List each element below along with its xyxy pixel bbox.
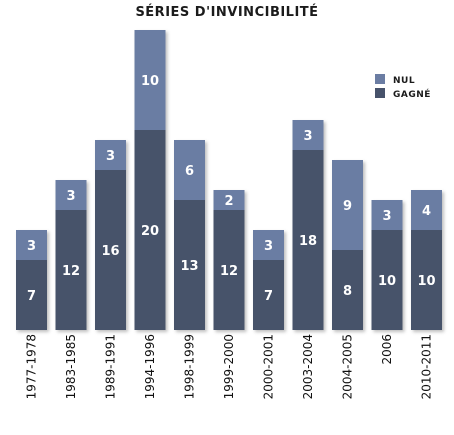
- bar-gagne-2004-2005: [332, 250, 363, 330]
- value-label-gagne-1983-1985: 12: [62, 264, 80, 279]
- bar-gagne-1977-1978: [16, 260, 47, 330]
- bar-nul-1977-1978: [16, 230, 47, 260]
- bar-stack-1999-2000: [213, 190, 245, 330]
- bar-stack-1977-1978: [16, 230, 47, 330]
- value-label-gagne-2010-2011: 10: [417, 274, 435, 289]
- value-label-nul-2003-2004: 3: [303, 129, 312, 144]
- x-tick-labels: 1977-1978 1983-1985 1989-1991 1994-1996 1998…: [25, 334, 434, 399]
- bar-gagne-2003-2004: [292, 150, 324, 330]
- x-tick-1998-1999: 1998-1999: [183, 334, 197, 399]
- bar-stack-1998-1999: [174, 140, 205, 330]
- bar-nul-1983-1985: [55, 180, 87, 210]
- value-label-gagne-1989-1991: 16: [101, 244, 119, 259]
- value-label-gagne-2003-2004: 18: [299, 234, 317, 249]
- x-tick-2003-2004: 2003-2004: [301, 334, 315, 399]
- value-label-nul-1977-1978: 3: [27, 239, 36, 254]
- value-label-nul-2010-2011: 4: [422, 204, 431, 219]
- value-label-nul-1994-1996: 10: [141, 74, 159, 89]
- chart-title: SÉRIES D'INVINCIBILITÉ: [135, 4, 318, 20]
- legend-swatch-nul: [375, 74, 385, 84]
- x-tick-2000-2001: 2000-2001: [262, 334, 276, 399]
- bar-nul-1989-1991: [95, 140, 126, 170]
- bar-stack-1989-1991: [95, 140, 126, 330]
- x-tick-2006: 2006: [380, 334, 394, 365]
- bar-gagne-1998-1999: [174, 200, 205, 330]
- x-tick-1989-1991: 1989-1991: [104, 334, 118, 399]
- value-label-nul-1998-1999: 6: [185, 164, 194, 179]
- bar-nul-2010-2011: [411, 190, 442, 230]
- bar-nul-1999-2000: [213, 190, 245, 210]
- bar-gagne-2006: [371, 230, 403, 330]
- legend-label-gagne: GAGNÉ: [393, 88, 431, 100]
- legend-swatch-gagne: [375, 88, 385, 98]
- bar-stack-2004-2005: [332, 160, 363, 330]
- bar-stack-2000-2001: [253, 230, 284, 330]
- value-label-gagne-2004-2005: 8: [343, 284, 352, 299]
- bar-nul-1994-1996: [134, 30, 166, 130]
- value-label-nul-1989-1991: 3: [106, 149, 115, 164]
- bar-stack-1994-1996: [134, 30, 166, 330]
- value-label-nul-2006: 3: [382, 209, 391, 224]
- value-label-nul-1983-1985: 3: [66, 189, 75, 204]
- bar-gagne-1989-1991: [95, 170, 126, 330]
- value-label-gagne-1998-1999: 13: [180, 259, 198, 274]
- x-tick-1977-1978: 1977-1978: [25, 334, 39, 399]
- value-label-gagne-2006: 10: [378, 274, 396, 289]
- bar-stack-1983-1985: [55, 180, 87, 330]
- bar-stack-2003-2004: [292, 120, 324, 330]
- bar-stack-2010-2011: [411, 190, 442, 330]
- bar-nul-2006: [371, 200, 403, 230]
- value-label-gagne-1999-2000: 12: [220, 264, 238, 279]
- value-label-nul-2000-2001: 3: [264, 239, 273, 254]
- x-tick-2010-2011: 2010-2011: [420, 334, 434, 399]
- bar-gagne-1983-1985: [55, 210, 87, 330]
- bars-group: 7 3 12 3 16 3 20 10 13 6 12 2 7 3 18 3 8 9 10 3 10 4: [16, 30, 442, 330]
- x-tick-1983-1985: 1983-1985: [64, 334, 78, 399]
- bar-nul-2003-2004: [292, 120, 324, 150]
- bar-gagne-2000-2001: [253, 260, 284, 330]
- value-label-nul-1999-2000: 2: [224, 194, 233, 209]
- x-tick-1999-2000: 1999-2000: [222, 334, 236, 399]
- bar-nul-2004-2005: [332, 160, 363, 250]
- value-label-gagne-1994-1996: 20: [141, 224, 159, 239]
- value-label-gagne-1977-1978: 7: [27, 289, 36, 304]
- legend-label-nul: NUL: [393, 76, 415, 86]
- bar-gagne-1999-2000: [213, 210, 245, 330]
- bar-gagne-2010-2011: [411, 230, 442, 330]
- bar-stack-2006: [371, 200, 403, 330]
- x-tick-2004-2005: 2004-2005: [341, 334, 355, 399]
- legend: NUL GAGNÉ: [375, 74, 431, 100]
- bar-nul-2000-2001: [253, 230, 284, 260]
- value-label-nul-2004-2005: 9: [343, 199, 352, 214]
- value-label-gagne-2000-2001: 7: [264, 289, 273, 304]
- bar-gagne-1994-1996: [134, 130, 166, 330]
- bar-nul-1998-1999: [174, 140, 205, 200]
- x-tick-1994-1996: 1994-1996: [143, 334, 157, 399]
